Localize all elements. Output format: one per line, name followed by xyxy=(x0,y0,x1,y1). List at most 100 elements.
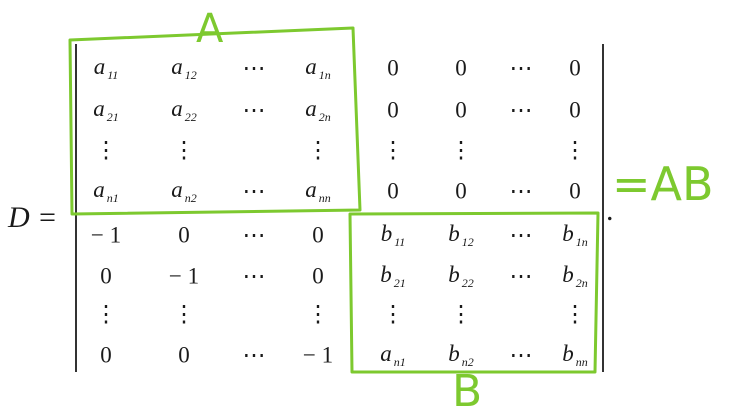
matrix-cell: ⋮ xyxy=(172,137,196,163)
matrix-cell: 0 xyxy=(569,97,581,123)
block-b-outline-box xyxy=(348,211,600,374)
matrix-entry-symbol: b xyxy=(380,221,393,246)
matrix-cell: a 12 xyxy=(171,55,197,81)
matrix-cell: a 21 xyxy=(93,97,119,123)
matrix-cell: a n1 xyxy=(380,342,406,368)
matrix-cell: ⋯ xyxy=(509,97,533,123)
matrix-trailing-period: . xyxy=(606,194,614,227)
matrix-cell: ⋮ xyxy=(563,137,587,163)
matrix-entry-symbol: a xyxy=(171,54,183,79)
matrix-entry-subscript: 12 xyxy=(184,68,197,82)
matrix-cell: ⋯ xyxy=(242,222,266,248)
matrix-left-bar xyxy=(75,44,77,372)
matrix-cell: 0 xyxy=(455,178,467,204)
label-b-handwritten: B xyxy=(452,366,482,416)
matrix-cell: 0 xyxy=(178,342,190,368)
matrix-entry-symbol: b xyxy=(562,262,574,287)
matrix-entry-symbol: b xyxy=(562,221,574,246)
matrix-cell: ⋮ xyxy=(381,137,405,163)
matrix-entry-symbol: a xyxy=(380,341,392,366)
matrix-entry-subscript: 12 xyxy=(461,235,474,249)
matrix-cell: a 2n xyxy=(305,97,331,123)
matrix-cell: ⋮ xyxy=(94,301,118,327)
matrix-cell: ⋮ xyxy=(449,301,473,327)
matrix-entry-symbol: a xyxy=(305,96,317,121)
matrix-cell: ⋯ xyxy=(509,55,533,81)
matrix-entry-symbol: b xyxy=(448,221,460,246)
label-a-handwritten: A xyxy=(196,6,224,52)
matrix-entry-subscript: 11 xyxy=(394,235,406,249)
matrix-cell: ⋯ xyxy=(242,55,266,81)
matrix-cell: b 21 xyxy=(380,263,406,289)
matrix-cell: b 22 xyxy=(448,263,474,289)
matrix-cell: 0 xyxy=(387,97,399,123)
matrix-cell: 0 xyxy=(569,178,581,204)
matrix-entry-subscript: nn xyxy=(575,355,588,369)
matrix-cell: ⋯ xyxy=(509,342,533,368)
matrix-entry-symbol: a xyxy=(305,177,317,202)
matrix-entry-subscript: n1 xyxy=(106,191,119,205)
matrix-cell: 0 xyxy=(387,55,399,81)
matrix-cell: ⋯ xyxy=(509,178,533,204)
matrix-entry-symbol: b xyxy=(562,341,574,366)
matrix-cell: a 22 xyxy=(171,97,197,123)
matrix-cell: ⋯ xyxy=(242,97,266,123)
matrix-right-bar xyxy=(602,44,604,372)
matrix-cell: 0 xyxy=(100,263,112,289)
matrix-cell: 0 xyxy=(178,222,190,248)
matrix-entry-symbol: b xyxy=(380,262,392,287)
matrix-entry-subscript: 21 xyxy=(393,276,406,290)
matrix-cell: 0 xyxy=(312,263,324,289)
matrix-cell: ⋯ xyxy=(509,222,533,248)
matrix-cell: b 11 xyxy=(381,222,406,248)
matrix-entry-symbol: a xyxy=(171,96,183,121)
matrix-cell: a 11 xyxy=(94,55,119,81)
matrix-cell: ⋮ xyxy=(449,137,473,163)
matrix-entry-subscript: 22 xyxy=(461,276,474,290)
matrix-entry-symbol: b xyxy=(448,262,460,287)
matrix-cell: b 12 xyxy=(448,222,474,248)
matrix-cell: 0 xyxy=(455,55,467,81)
matrix-entry-subscript: 1n xyxy=(318,68,331,82)
matrix-entry-symbol: a xyxy=(93,177,105,202)
matrix-entry-subscript: n1 xyxy=(393,355,406,369)
matrix-entry-subscript: 22 xyxy=(184,110,197,124)
matrix-entry-subscript: nn xyxy=(318,191,331,205)
matrix-entry-symbol: a xyxy=(305,54,317,79)
matrix-cell: ⋯ xyxy=(242,342,266,368)
matrix-cell: 0 xyxy=(455,97,467,123)
block-a-outline-box xyxy=(68,26,362,216)
matrix-cell: ⋯ xyxy=(509,263,533,289)
matrix-entry-subscript: 2n xyxy=(318,110,331,124)
matrix-cell: a nn xyxy=(305,178,331,204)
matrix-entry-symbol: b xyxy=(448,341,460,366)
matrix-cell: 0 xyxy=(312,222,324,248)
matrix-cell: ⋮ xyxy=(306,137,330,163)
matrix-entry-subscript: n2 xyxy=(184,191,197,205)
matrix-entry-symbol: a xyxy=(93,54,106,79)
matrix-cell: − 1 xyxy=(302,342,334,368)
matrix-cell: ⋮ xyxy=(381,301,405,327)
matrix-cell: 0 xyxy=(387,178,399,204)
matrix-cell: a n1 xyxy=(93,178,119,204)
matrix-entry-subscript: 11 xyxy=(107,68,119,82)
matrix-lhs-label: D = xyxy=(8,201,58,234)
matrix-cell: b 2n xyxy=(562,263,588,289)
label-ab-handwritten: =AB xyxy=(612,157,714,211)
matrix-cell: a 1n xyxy=(305,55,331,81)
matrix-entry-symbol: a xyxy=(171,177,183,202)
matrix-cell: b n2 xyxy=(448,342,474,368)
matrix-cell: b nn xyxy=(562,342,588,368)
matrix-entry-subscript: 21 xyxy=(106,110,119,124)
matrix-cell: b 1n xyxy=(562,222,588,248)
matrix-cell: ⋮ xyxy=(563,301,587,327)
matrix-cell: a n2 xyxy=(171,178,197,204)
matrix-entry-subscript: 2n xyxy=(575,276,588,290)
matrix-cell: ⋮ xyxy=(306,301,330,327)
matrix-cell: ⋮ xyxy=(94,137,118,163)
matrix-cell: 0 xyxy=(569,55,581,81)
matrix-entry-symbol: a xyxy=(93,96,105,121)
matrix-cell: ⋯ xyxy=(242,178,266,204)
